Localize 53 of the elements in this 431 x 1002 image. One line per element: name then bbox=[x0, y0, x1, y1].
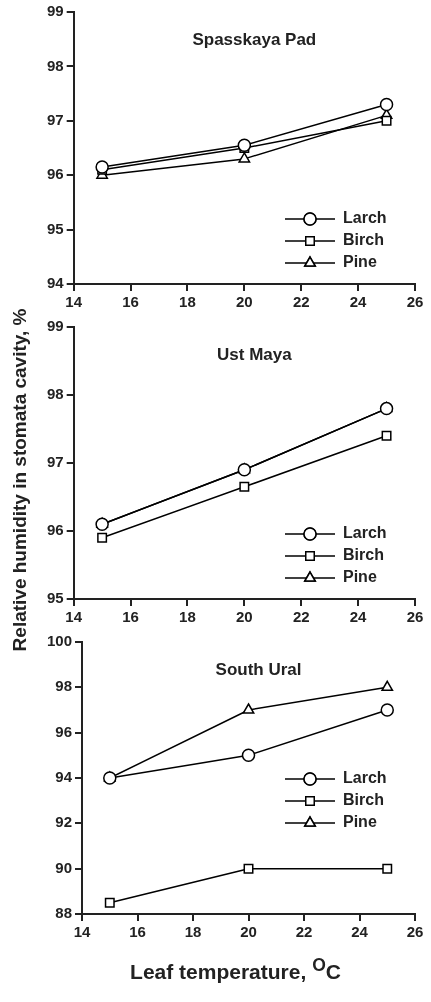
x-tick-label: 14 bbox=[65, 608, 83, 626]
x-tick-label: 24 bbox=[349, 608, 368, 626]
x-tick-label: 26 bbox=[406, 608, 424, 626]
y-tick-label: 98 bbox=[55, 677, 73, 695]
legend-label: Larch bbox=[343, 524, 387, 542]
x-tick-label: 24 bbox=[349, 293, 368, 311]
y-tick-label: 97 bbox=[47, 453, 64, 471]
y-tick-label: 96 bbox=[55, 722, 73, 740]
legend-label: Birch bbox=[343, 231, 384, 249]
x-tick-label: 16 bbox=[129, 923, 146, 941]
y-tick-label: 92 bbox=[55, 813, 73, 831]
x-tick-label: 26 bbox=[406, 923, 424, 941]
x-tick-label: 18 bbox=[179, 608, 196, 626]
x-tick-label: 22 bbox=[292, 608, 310, 626]
y-tick-label: 90 bbox=[55, 858, 73, 876]
y-tick-label: 98 bbox=[47, 56, 64, 74]
y-tick-label: 95 bbox=[47, 219, 64, 237]
legend-label: Birch bbox=[343, 791, 384, 809]
y-tick-label: 88 bbox=[55, 904, 73, 922]
x-tick-label: 24 bbox=[351, 923, 369, 941]
legend-label: Pine bbox=[343, 813, 377, 831]
x-tick-label: 16 bbox=[122, 293, 139, 311]
legend-label: Pine bbox=[343, 253, 377, 271]
legend-label: Larch bbox=[343, 209, 387, 227]
x-tick-label: 14 bbox=[73, 923, 92, 941]
x-tick-label: 20 bbox=[240, 923, 257, 941]
x-tick-label: 26 bbox=[406, 293, 424, 311]
legend-label: Pine bbox=[343, 568, 377, 586]
x-tick-label: 18 bbox=[184, 923, 202, 941]
y-tick-label: 94 bbox=[55, 768, 73, 786]
y-tick-label: 94 bbox=[47, 274, 65, 292]
text: Ust Maya bbox=[217, 344, 293, 364]
text: South Ural bbox=[215, 659, 302, 679]
x-tick-label: 16 bbox=[122, 608, 139, 626]
x-tick-label: 18 bbox=[179, 293, 196, 311]
x-tick-label: 20 bbox=[236, 293, 253, 311]
y-tick-label: 98 bbox=[47, 385, 64, 403]
text: Spasskaya Pad bbox=[192, 29, 317, 49]
y-tick-label: 100 bbox=[47, 632, 73, 650]
y-tick-label: 99 bbox=[47, 2, 64, 20]
legend-label: Birch bbox=[343, 546, 384, 564]
y-tick-label: 96 bbox=[47, 165, 64, 183]
y-tick-label: 97 bbox=[47, 110, 64, 128]
y-tick-label: 96 bbox=[47, 521, 64, 539]
y-axis-title: Relative humidity in stomata cavity, % bbox=[9, 308, 31, 652]
legend-label: Larch bbox=[343, 769, 387, 787]
y-tick-label: 95 bbox=[47, 589, 64, 607]
x-tick-label: 22 bbox=[295, 923, 313, 941]
y-tick-label: 99 bbox=[47, 317, 64, 335]
x-axis-title: Leaf temperature, $^{O}$C bbox=[129, 955, 342, 984]
x-tick-label: 22 bbox=[292, 293, 310, 311]
x-tick-label: 14 bbox=[65, 293, 83, 311]
x-tick-label: 20 bbox=[236, 608, 253, 626]
